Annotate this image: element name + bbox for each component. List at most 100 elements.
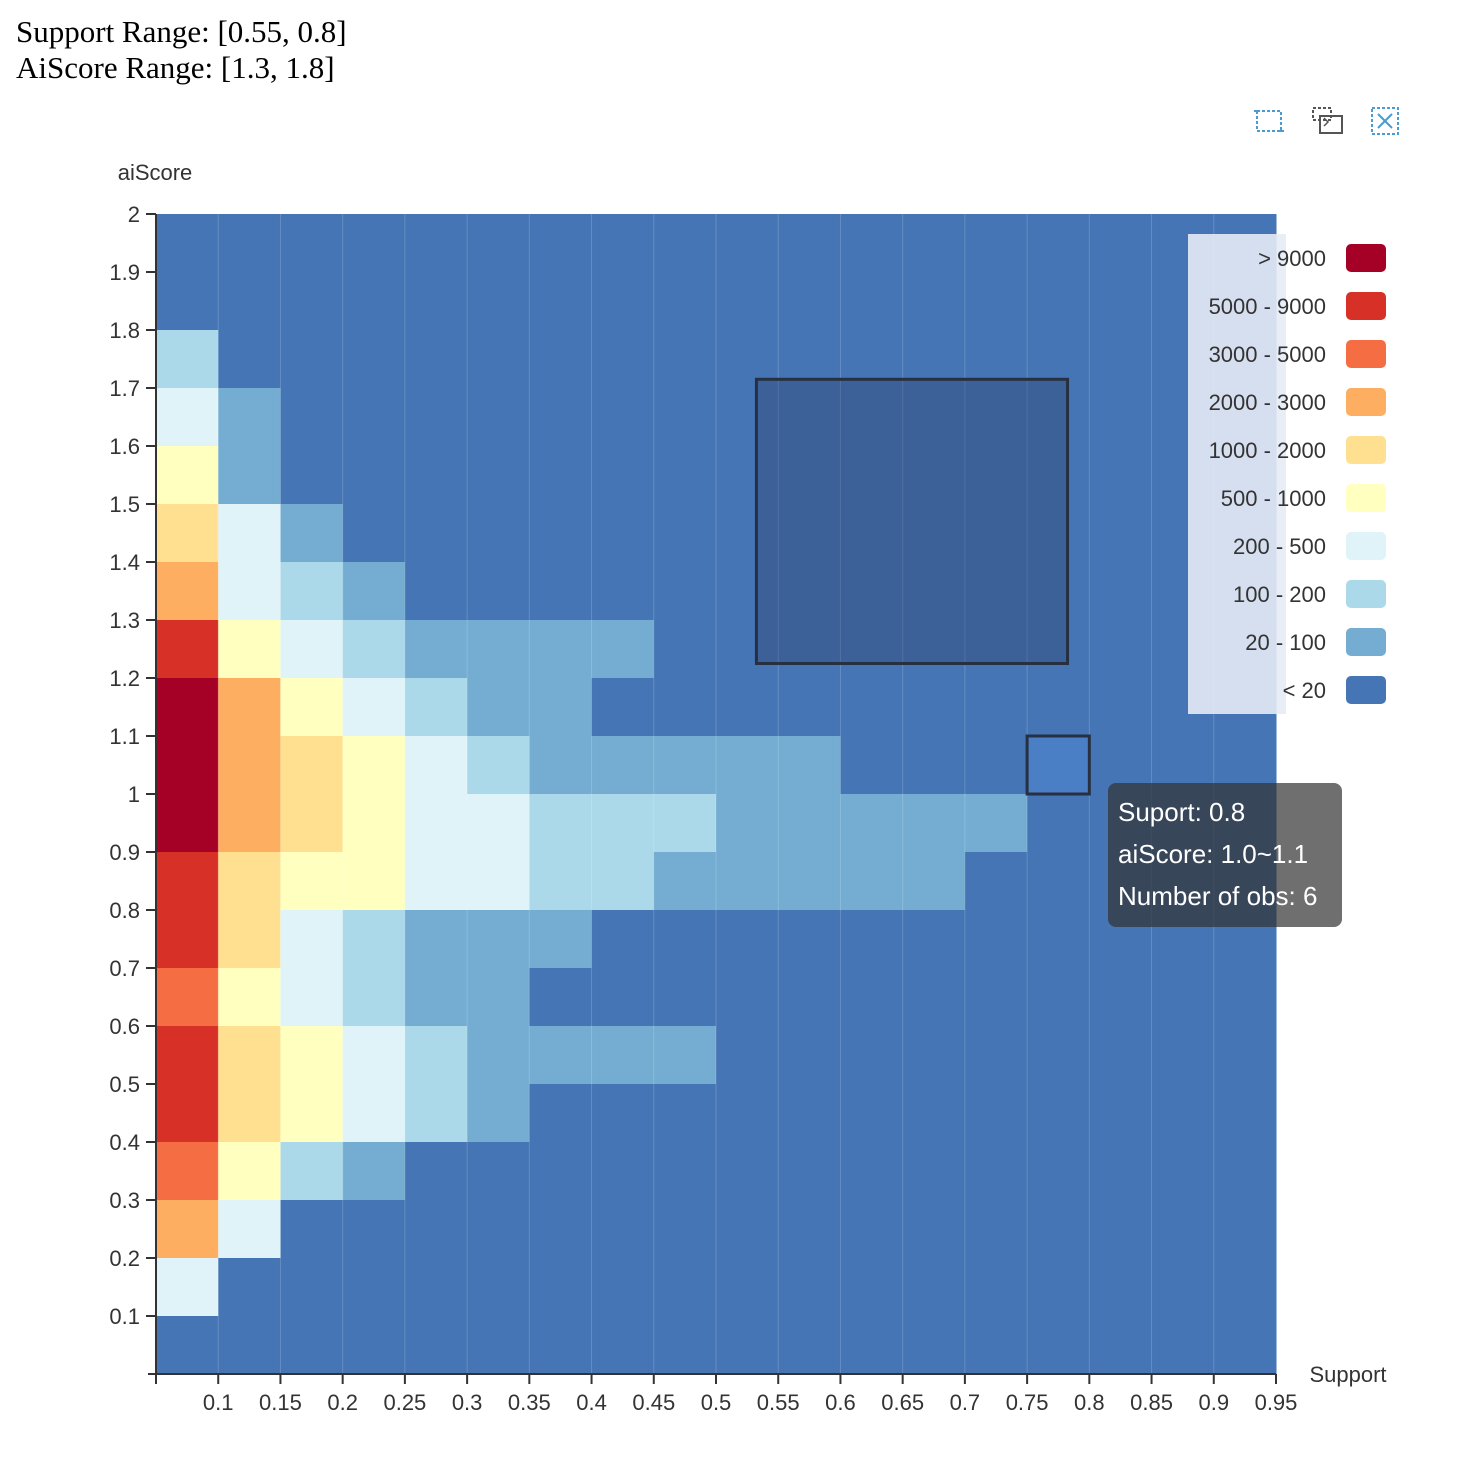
heatmap-cell[interactable] bbox=[467, 388, 530, 447]
heatmap-cell[interactable] bbox=[1027, 562, 1090, 621]
heatmap-cell[interactable] bbox=[716, 852, 779, 911]
selection-brush[interactable] bbox=[754, 377, 1070, 665]
heatmap-cell[interactable] bbox=[529, 214, 593, 273]
heatmap-cell[interactable] bbox=[404, 1142, 468, 1201]
heatmap-cell[interactable] bbox=[156, 562, 219, 621]
heatmap-cell[interactable] bbox=[342, 678, 406, 737]
zoom-reset-icon[interactable] bbox=[1310, 104, 1344, 138]
heatmap-cell[interactable] bbox=[1089, 1026, 1153, 1085]
heatmap-cell[interactable] bbox=[156, 1316, 219, 1375]
heatmap-cell[interactable] bbox=[591, 1200, 655, 1259]
heatmap-cell[interactable] bbox=[716, 388, 779, 447]
heatmap-cell[interactable] bbox=[1151, 1026, 1215, 1085]
heatmap-cell[interactable] bbox=[1027, 1026, 1090, 1085]
heatmap-cell[interactable] bbox=[280, 1084, 344, 1143]
heatmap-cell[interactable] bbox=[218, 852, 281, 911]
heatmap-cell[interactable] bbox=[218, 678, 281, 737]
heatmap-cell[interactable] bbox=[964, 736, 1028, 795]
heatmap-cell[interactable] bbox=[653, 736, 717, 795]
heatmap-cell[interactable] bbox=[716, 1026, 779, 1085]
heatmap-cell[interactable] bbox=[591, 214, 655, 273]
heatmap-cell[interactable] bbox=[280, 446, 344, 505]
heatmap-cell[interactable] bbox=[404, 388, 468, 447]
heatmap-cell[interactable] bbox=[1213, 1026, 1277, 1085]
heatmap-cell[interactable] bbox=[280, 1200, 344, 1259]
heatmap-cell[interactable] bbox=[529, 620, 593, 679]
heatmap-cell[interactable] bbox=[653, 1258, 717, 1317]
heatmap-cell[interactable] bbox=[529, 910, 593, 969]
heatmap-cell[interactable] bbox=[1027, 1084, 1090, 1143]
legend-swatch[interactable] bbox=[1346, 532, 1386, 560]
heatmap-cell[interactable] bbox=[529, 968, 593, 1027]
heatmap-cell[interactable] bbox=[218, 1026, 281, 1085]
heatmap-cell[interactable] bbox=[1027, 1142, 1090, 1201]
heatmap-cell[interactable] bbox=[964, 1200, 1028, 1259]
legend-swatch[interactable] bbox=[1346, 676, 1386, 704]
heatmap-cell[interactable] bbox=[902, 852, 966, 911]
heatmap-cell[interactable] bbox=[716, 562, 779, 621]
heatmap-cell[interactable] bbox=[404, 1084, 468, 1143]
heatmap-cell[interactable] bbox=[840, 968, 904, 1027]
heatmap-cell[interactable] bbox=[218, 1258, 281, 1317]
heatmap-cell[interactable] bbox=[280, 852, 344, 911]
hovered-cell[interactable] bbox=[1025, 734, 1091, 796]
heatmap-cell[interactable] bbox=[840, 504, 904, 563]
heatmap-cell[interactable] bbox=[218, 910, 281, 969]
heatmap-cell[interactable] bbox=[404, 330, 468, 389]
heatmap-cell[interactable] bbox=[591, 794, 655, 853]
heatmap-cell[interactable] bbox=[902, 1258, 966, 1317]
heatmap-cell[interactable] bbox=[529, 272, 593, 331]
heatmap-cell[interactable] bbox=[840, 794, 904, 853]
heatmap-cell[interactable] bbox=[156, 1200, 219, 1259]
heatmap-cell[interactable] bbox=[342, 794, 406, 853]
heatmap-cell[interactable] bbox=[840, 1200, 904, 1259]
heatmap-cell[interactable] bbox=[218, 272, 281, 331]
heatmap-cell[interactable] bbox=[653, 214, 717, 273]
heatmap-cell[interactable] bbox=[840, 272, 904, 331]
heatmap-cell[interactable] bbox=[840, 1026, 904, 1085]
heatmap-cell[interactable] bbox=[1027, 1258, 1090, 1317]
heatmap-cell[interactable] bbox=[156, 214, 219, 273]
heatmap-cell[interactable] bbox=[156, 852, 219, 911]
heatmap-cell[interactable] bbox=[591, 620, 655, 679]
legend-swatch[interactable] bbox=[1346, 436, 1386, 464]
heatmap-cell[interactable] bbox=[156, 1026, 219, 1085]
heatmap-cell[interactable] bbox=[218, 736, 281, 795]
heatmap-cell[interactable] bbox=[467, 620, 530, 679]
heatmap-cell[interactable] bbox=[342, 214, 406, 273]
heatmap-cell[interactable] bbox=[591, 388, 655, 447]
heatmap-cell[interactable] bbox=[1027, 1316, 1090, 1375]
heatmap-cell[interactable] bbox=[342, 968, 406, 1027]
heatmap-cell[interactable] bbox=[467, 330, 530, 389]
heatmap-cell[interactable] bbox=[280, 388, 344, 447]
heatmap-cell[interactable] bbox=[653, 504, 717, 563]
heatmap-cell[interactable] bbox=[467, 968, 530, 1027]
heatmap-cell[interactable] bbox=[840, 620, 904, 679]
heatmap-cell[interactable] bbox=[280, 214, 344, 273]
legend-swatch[interactable] bbox=[1346, 244, 1386, 272]
heatmap-cell[interactable] bbox=[902, 1142, 966, 1201]
heatmap-cell[interactable] bbox=[342, 1026, 406, 1085]
heatmap-cell[interactable] bbox=[467, 272, 530, 331]
heatmap-cell[interactable] bbox=[280, 1258, 344, 1317]
heatmap-cell[interactable] bbox=[964, 1316, 1028, 1375]
legend-swatch[interactable] bbox=[1346, 628, 1386, 656]
heatmap-cell[interactable] bbox=[653, 620, 717, 679]
heatmap-cell[interactable] bbox=[653, 562, 717, 621]
heatmap-cell[interactable] bbox=[1089, 678, 1153, 737]
heatmap-cell[interactable] bbox=[591, 330, 655, 389]
heatmap-cell[interactable] bbox=[529, 388, 593, 447]
heatmap-cell[interactable] bbox=[156, 504, 219, 563]
heatmap-cell[interactable] bbox=[716, 910, 779, 969]
heatmap-cell[interactable] bbox=[218, 620, 281, 679]
heatmap-cell[interactable] bbox=[964, 1026, 1028, 1085]
heatmap-cell[interactable] bbox=[840, 214, 904, 273]
heatmap-cell[interactable] bbox=[404, 1026, 468, 1085]
heatmap-cell[interactable] bbox=[1213, 1142, 1277, 1201]
heatmap-cell[interactable] bbox=[778, 910, 841, 969]
heatmap-cell[interactable] bbox=[218, 330, 281, 389]
heatmap-cell[interactable] bbox=[1027, 794, 1090, 853]
heatmap-cell[interactable] bbox=[529, 794, 593, 853]
heatmap-cell[interactable] bbox=[467, 1200, 530, 1259]
heatmap-cell[interactable] bbox=[1213, 1316, 1277, 1375]
